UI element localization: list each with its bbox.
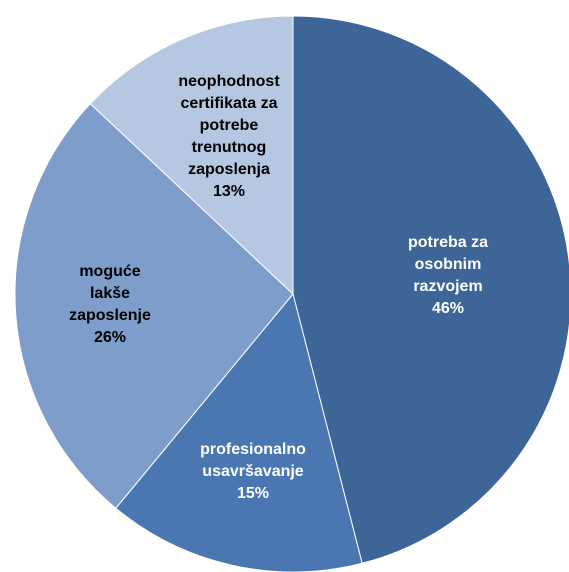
slice-label-line: lakše [90,285,130,302]
slice-label-2: profesionalno usavršavanje 15% [200,441,306,502]
slice-label-3: moguće lakše zaposlenje 26% [69,263,151,346]
slice-label-line: zaposlenja [188,161,270,178]
pie-slice-3 [14,102,294,509]
slices-layer [14,15,569,572]
slice-label-line: certifikata za [181,95,278,112]
pie-slice-4 [89,15,294,296]
slice-label-4: neophodnost certifikata za potrebe trenutno… [178,73,280,200]
slice-label-line: profesionalno [200,441,306,458]
slice-percent-label: 26% [94,329,126,346]
slice-label-line: moguće [79,263,140,280]
slice-percent-label: 15% [237,485,269,502]
slice-percent-label: 13% [213,183,245,200]
slice-label-line: zaposlenje [69,307,151,324]
labels-layer: potreba za osobnim razvojem 46% profesionaln… [69,73,488,502]
slice-label-line: razvojem [413,278,482,295]
slice-label-line: osobnim [415,256,482,273]
slice-label-line: neophodnost [178,73,280,90]
pie-slice-2 [115,292,363,572]
slice-label-1: potreba za osobnim razvojem 46% [408,234,488,317]
slice-label-line: usavršavanje [202,463,304,480]
slice-label-line: trenutnog [192,139,267,156]
slice-label-line: potreba za [408,234,488,251]
slice-label-line: potrebe [200,117,259,134]
slice-percent-label: 46% [432,300,464,317]
